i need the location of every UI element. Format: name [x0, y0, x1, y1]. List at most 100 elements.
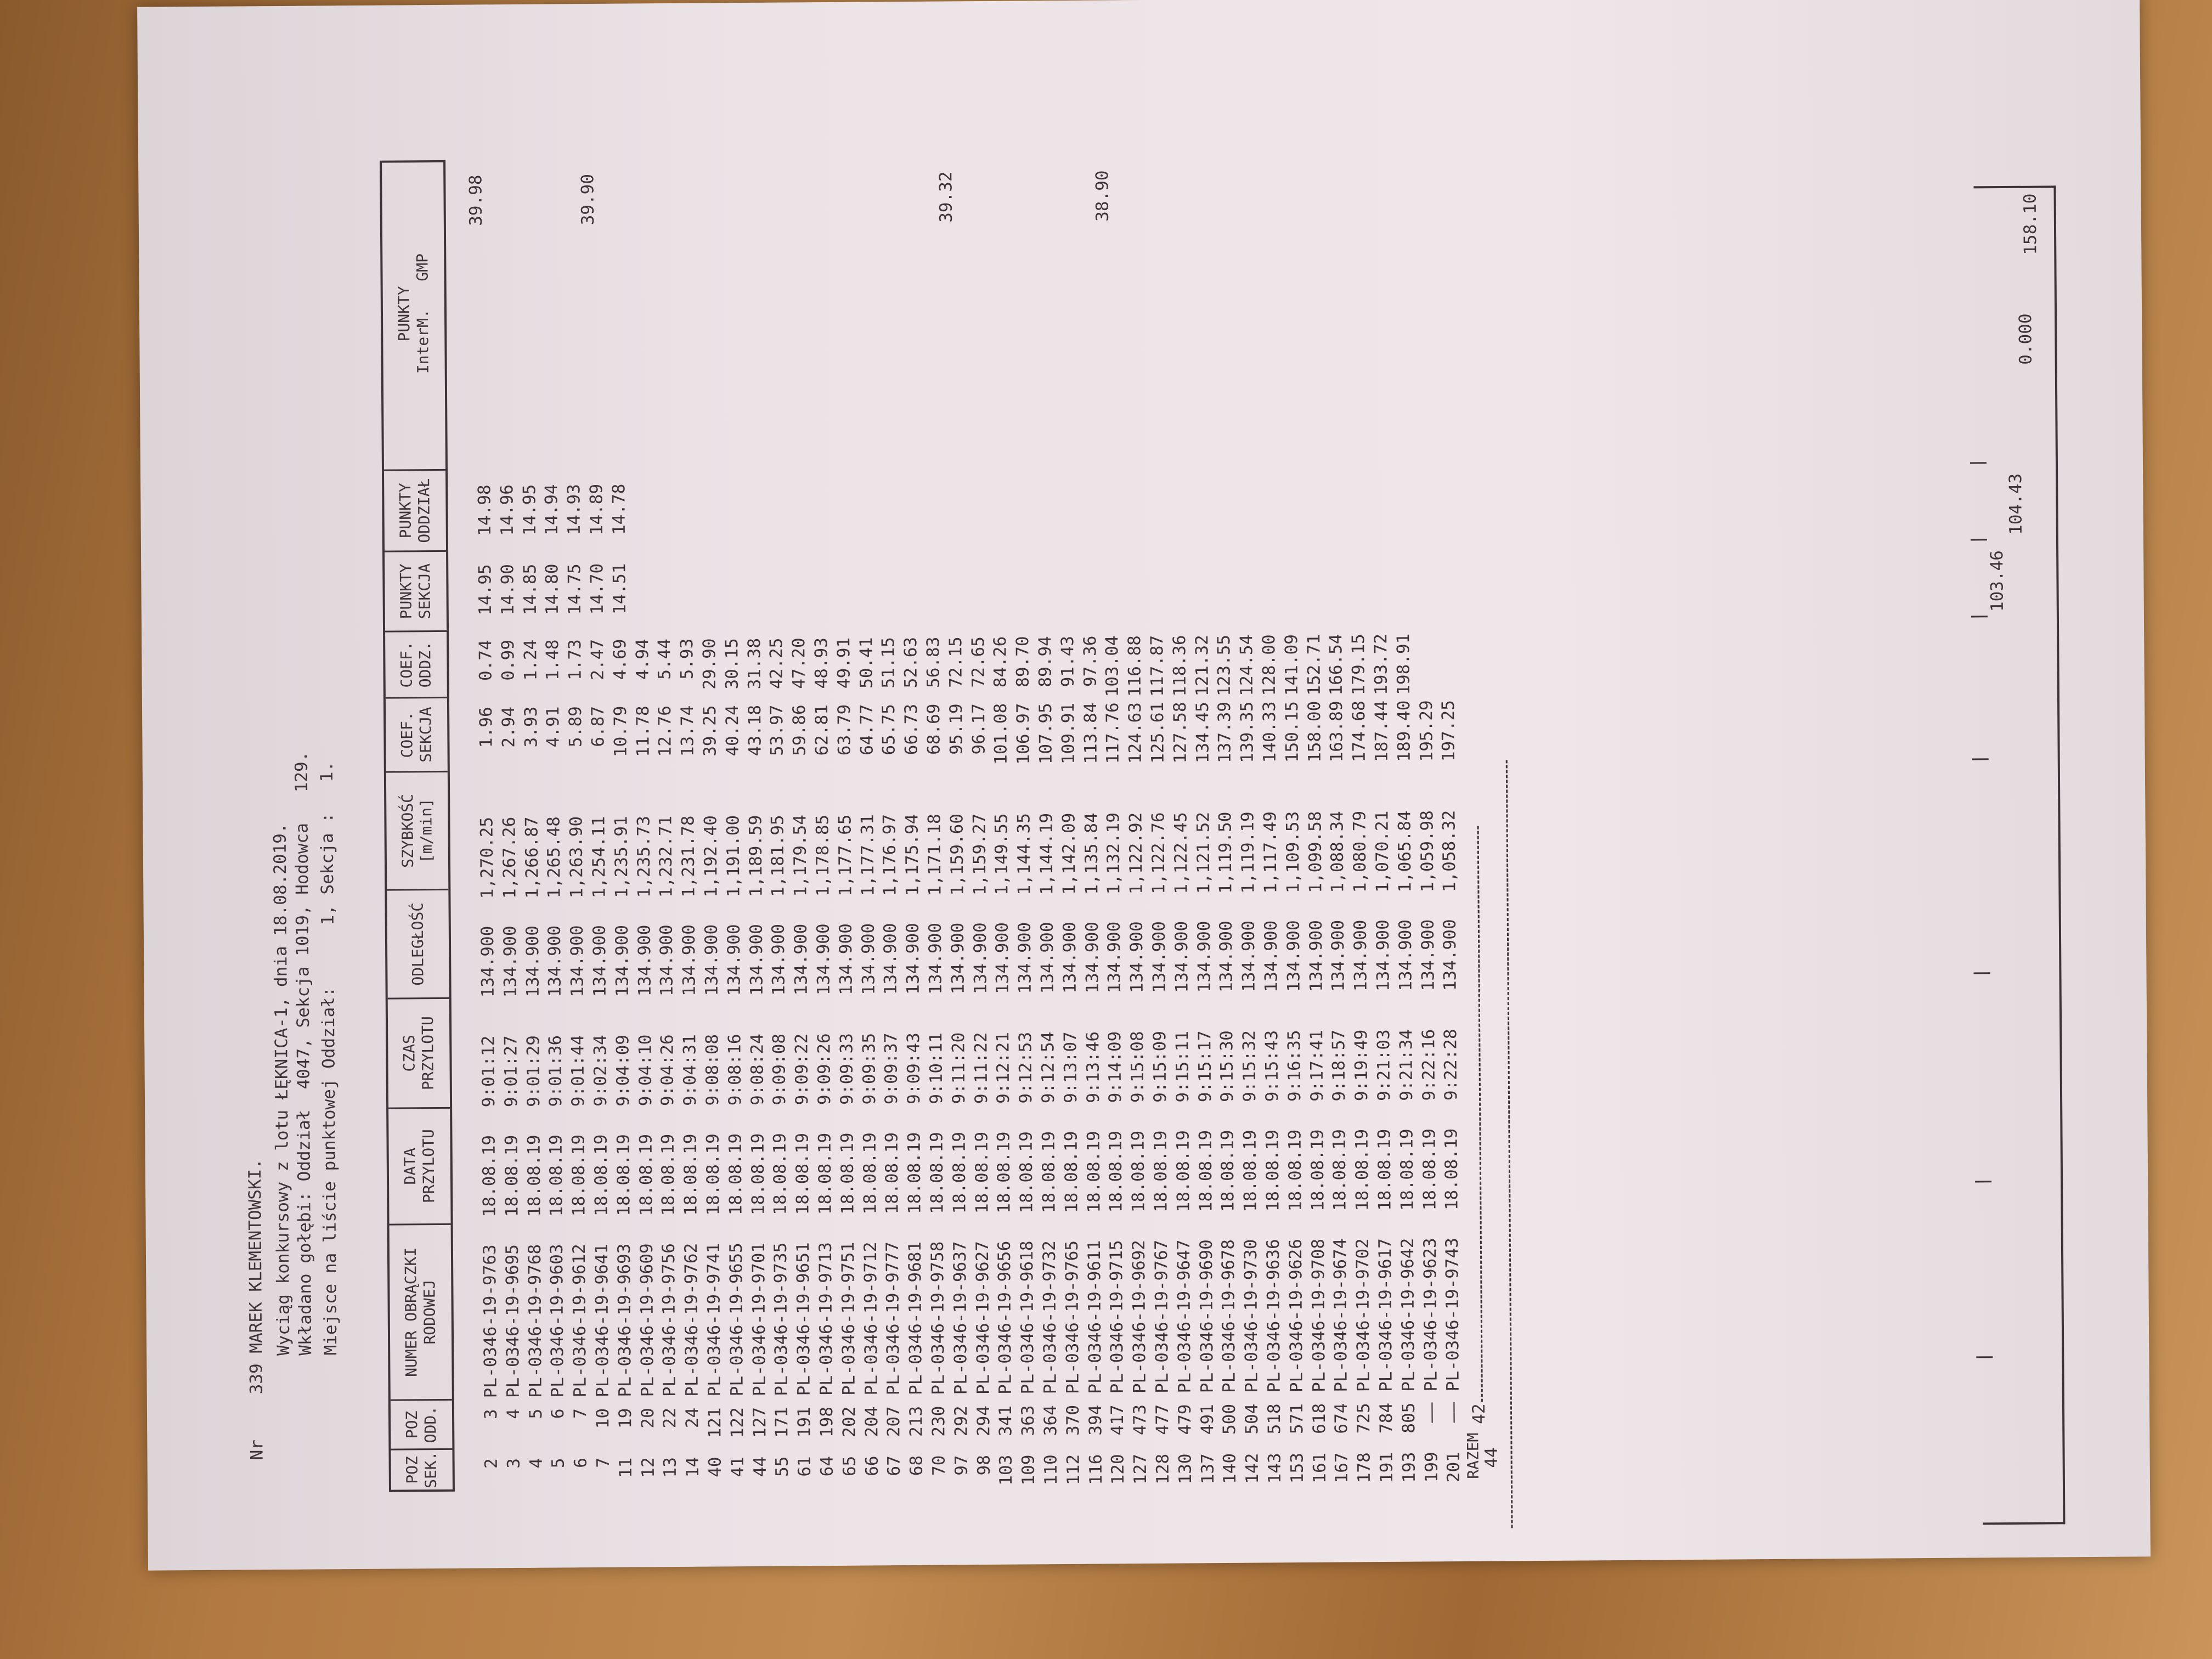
arrival-time-cell: 9:04:26 — [657, 1034, 678, 1107]
totals-box: 103.46 104.43 0.000 158.10 — [1970, 185, 2066, 1525]
distance-cell: 134.900 — [1440, 919, 1461, 991]
coef-sekcja-cell: 195.29 — [1416, 700, 1437, 762]
coef-sekcja-cell: 68.69 — [923, 703, 944, 755]
speed-cell: 1,175.94 — [902, 814, 923, 896]
speed-cell: 1,177.31 — [857, 814, 878, 896]
arrival-time-cell: 9:01:44 — [568, 1035, 589, 1107]
coef-oddzial-cell: 193.72 — [1371, 633, 1391, 696]
ring-number-cell: PL-0346-19-9767 — [1151, 1239, 1172, 1393]
column-header-text: COEF. — [398, 712, 416, 758]
arrival-time-cell: 9:17:41 — [1306, 1030, 1327, 1102]
arrival-date-cell: 18.08.19 — [837, 1132, 858, 1215]
ring-number-cell: PL-0346-19-9678 — [1218, 1239, 1240, 1393]
arrival-date-cell: 18.08.19 — [1061, 1131, 1082, 1214]
poz-sek-cell: 112 — [1063, 1454, 1084, 1486]
ring-number-cell: PL-0346-19-9627 — [972, 1240, 994, 1395]
poz-sek-cell: 127 — [1130, 1453, 1151, 1485]
coef-oddzial-cell: 166.54 — [1326, 634, 1347, 696]
totals-divider — [1972, 758, 1989, 760]
points-sekcja-cell: 14.51 — [609, 563, 630, 615]
points-gmp-cell: 38.90 — [1092, 170, 1113, 222]
speed-cell: 1,142.09 — [1059, 812, 1080, 895]
distance-cell: 134.900 — [545, 925, 566, 997]
arrival-date-cell: 18.08.19 — [1150, 1130, 1171, 1212]
column-header-text: ODLEGŁOŚĆ — [408, 902, 427, 986]
ring-number-cell: PL-0346-19-9636 — [1263, 1239, 1284, 1393]
poz-sek-cell: 130 — [1175, 1453, 1195, 1485]
coef-oddzial-cell: 1.24 — [520, 639, 541, 681]
arrival-time-cell: 9:09:33 — [836, 1033, 857, 1105]
arrival-date-cell: 18.08.19 — [613, 1134, 634, 1216]
poz-odd-cell: 230 — [928, 1406, 949, 1437]
poz-odd-cell: 725 — [1354, 1403, 1374, 1434]
coef-oddzial-cell: 50.41 — [856, 637, 877, 689]
arrival-time-cell: 9:08:24 — [747, 1034, 768, 1106]
poz-sek-cell: 120 — [1108, 1454, 1128, 1485]
totals-divider — [1975, 1181, 1992, 1183]
arrival-date-cell: 18.08.19 — [1195, 1130, 1216, 1212]
totals-divider — [1973, 972, 1990, 974]
speed-cell: 1,059.98 — [1417, 810, 1438, 893]
speed-cell: 1,135.84 — [1081, 812, 1102, 895]
arrival-time-cell: 9:15:43 — [1262, 1030, 1283, 1102]
column-header-text: SEK. — [421, 1451, 440, 1488]
ring-number-cell: PL-0346-19-9637 — [950, 1241, 971, 1395]
speed-cell: 1,058.32 — [1439, 810, 1460, 893]
poz-sek-cell: 161 — [1310, 1452, 1330, 1483]
column-header-arrival-time: CZAS PRZYLOTU — [387, 997, 450, 1108]
arrival-time-cell: 9:15:11 — [1172, 1030, 1193, 1103]
distance-cell: 134.900 — [1216, 921, 1237, 993]
speed-cell: 1,267.26 — [499, 816, 520, 899]
speed-cell: 1,191.00 — [723, 815, 744, 898]
arrival-date-cell: 18.08.19 — [1329, 1129, 1350, 1211]
arrival-date-cell: 18.08.19 — [524, 1135, 545, 1217]
poz-sek-cell: 65 — [839, 1455, 860, 1477]
column-header-text: CZAS — [400, 1035, 419, 1072]
arrival-time-cell: 9:21:03 — [1374, 1029, 1395, 1102]
arrival-date-cell: 18.08.19 — [1374, 1128, 1395, 1211]
speed-cell: 1,122.92 — [1126, 812, 1147, 895]
poz-sek-cell: 64 — [817, 1455, 837, 1477]
distance-cell: 134.900 — [612, 924, 633, 997]
ring-number-cell: PL-0346-19-9693 — [614, 1243, 635, 1397]
distance-cell: 134.900 — [679, 924, 699, 996]
coef-sekcja-cell: 163.89 — [1327, 701, 1347, 763]
ring-number-cell: PL-0346-19-9612 — [569, 1244, 590, 1398]
ring-number-cell: PL-0346-19-9743 — [1442, 1238, 1464, 1392]
coef-oddzial-cell: 5.93 — [677, 638, 697, 680]
poz-sek-cell: 3 — [504, 1458, 524, 1469]
ring-number-cell: PL-0346-19-9777 — [883, 1242, 904, 1396]
poz-odd-cell: 121 — [704, 1407, 725, 1438]
coef-sekcja-cell: 117.76 — [1103, 702, 1124, 764]
arrival-date-cell: 18.08.19 — [1128, 1130, 1149, 1213]
coef-oddzial-cell: 48.93 — [811, 637, 832, 689]
poz-odd-cell: 417 — [1108, 1404, 1128, 1436]
distance-cell: 134.900 — [769, 923, 789, 996]
coef-sekcja-cell: 189.40 — [1393, 700, 1414, 762]
arrival-date-cell: 18.08.19 — [882, 1132, 902, 1215]
column-header-text: SEKCJA — [416, 707, 435, 763]
total-punkty-interm: 0.000 — [2016, 313, 2036, 365]
arrival-date-cell: 18.08.19 — [658, 1133, 679, 1216]
distance-cell: 134.900 — [1059, 922, 1080, 994]
points-sekcja-cell: 14.80 — [542, 563, 563, 615]
arrival-time-cell: 9:09:35 — [859, 1032, 879, 1105]
poz-odd-cell: 198 — [816, 1406, 837, 1438]
arrival-time-cell: 9:09:08 — [769, 1033, 790, 1105]
coef-oddzial-cell: 89.70 — [1013, 636, 1033, 687]
speed-cell: 1,265.48 — [544, 816, 565, 899]
poz-sek-cell: 14 — [682, 1457, 703, 1478]
header-basketed: Wkładano gołębi: Oddział 4047, Sekcja 10… — [291, 751, 316, 1356]
poz-odd-cell: 6 — [548, 1408, 568, 1419]
coef-sekcja-cell: 4.91 — [543, 706, 563, 748]
distance-cell: 134.900 — [1149, 921, 1170, 993]
points-oddzial-cell: 14.96 — [496, 484, 517, 536]
ring-number-cell: PL-0346-19-9609 — [636, 1243, 658, 1397]
column-header-text: SZYBKOŚĆ — [398, 793, 417, 868]
totals-divider — [1970, 462, 1987, 464]
arrival-time-cell: 9:21:34 — [1396, 1029, 1417, 1101]
poz-sek-cell: 70 — [929, 1455, 949, 1476]
arrival-date-cell: 18.08.19 — [994, 1131, 1014, 1214]
poz-sek-cell: 191 — [1376, 1452, 1397, 1483]
arrival-time-cell: 9:19:49 — [1351, 1029, 1372, 1102]
